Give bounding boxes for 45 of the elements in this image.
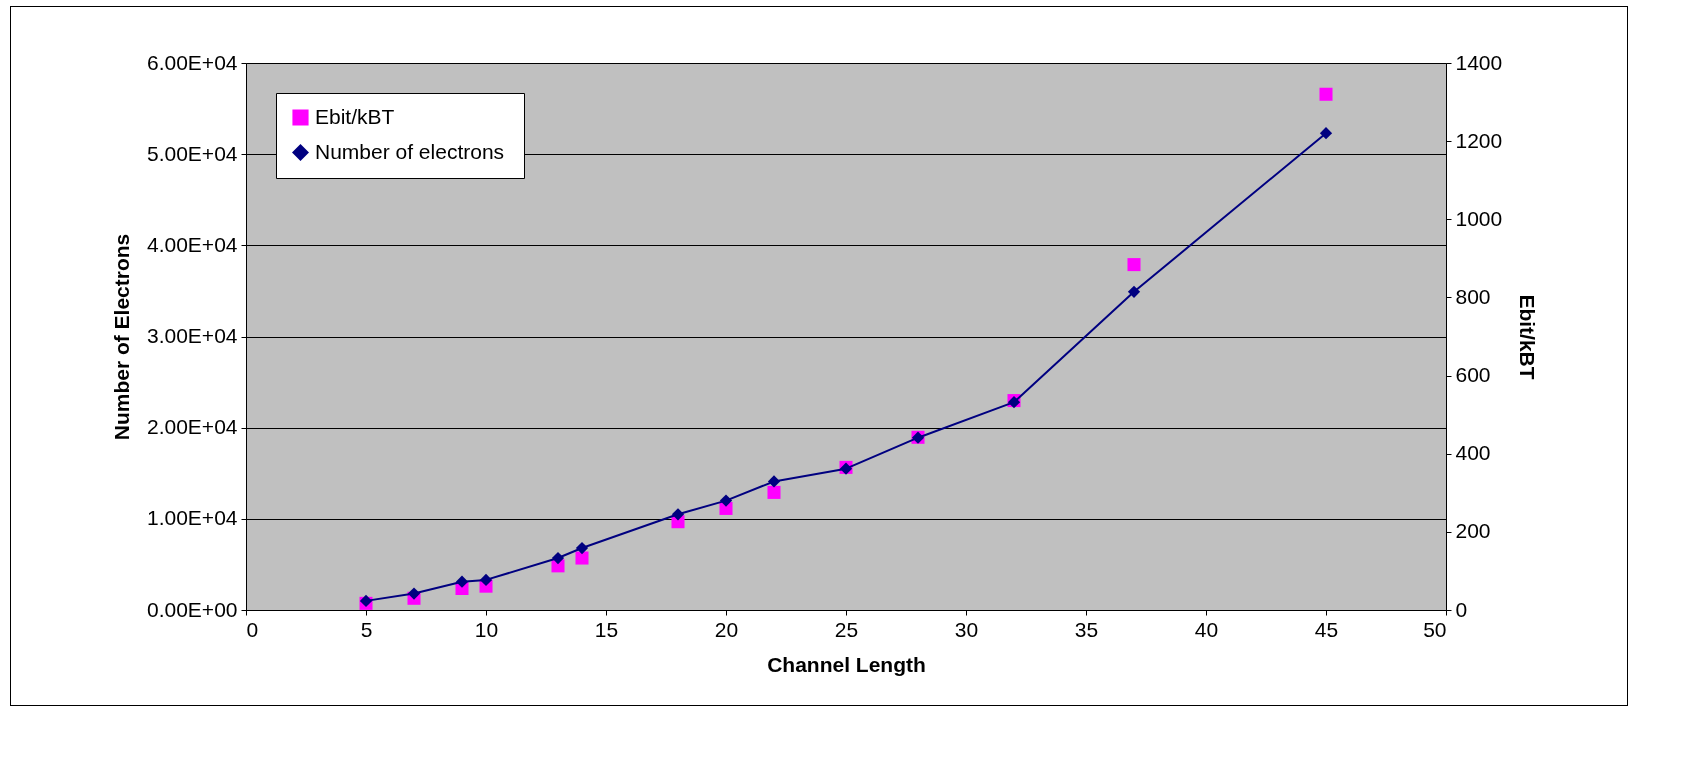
y-axis-title: Number of Electrons — [110, 233, 133, 441]
y2-tick-label: 400 — [1455, 441, 1491, 465]
y2-tick-label: 1200 — [1455, 128, 1503, 152]
y-tick-label: 5.00E+04 — [146, 141, 238, 165]
point — [575, 541, 589, 555]
y2-tick-label: 200 — [1455, 519, 1491, 543]
point — [1319, 127, 1333, 140]
y2-axis-title: Ebit/kBT — [1516, 294, 1540, 380]
y-tick-label: 0.00E+00 — [146, 597, 238, 621]
x-tick-label: 20 — [714, 617, 739, 641]
x-tick-label: 0 — [246, 617, 259, 641]
x-tick-label: 40 — [1194, 617, 1219, 641]
point — [479, 573, 493, 587]
point — [575, 551, 589, 565]
point — [767, 485, 781, 499]
x-tick-label: 50 — [1423, 617, 1447, 641]
y2-tick-label: 800 — [1455, 284, 1491, 308]
point — [407, 587, 421, 600]
y-tick-label: 2.00E+04 — [146, 415, 238, 439]
x-tick-label: 35 — [1074, 617, 1099, 641]
y2-tick-label: 600 — [1455, 363, 1491, 387]
x-tick-label: 15 — [594, 617, 619, 641]
legend-label: Number of electrons — [315, 139, 505, 163]
point — [1127, 258, 1141, 272]
point — [1127, 285, 1141, 298]
x-axis-title: Channel Length — [767, 652, 926, 676]
y-tick-label: 1.00E+04 — [146, 506, 238, 530]
point — [551, 551, 565, 565]
y2-tick-label: 0 — [1455, 597, 1468, 621]
x-tick-label: 25 — [834, 617, 859, 641]
x-tick-label: 30 — [954, 617, 979, 641]
y-tick-label: 6.00E+04 — [146, 50, 238, 74]
legend-label: Ebit/kBT — [315, 104, 395, 128]
y2-tick-label: 1000 — [1455, 206, 1503, 230]
y-tick-label: 4.00E+04 — [146, 232, 238, 256]
x-tick-label: 10 — [474, 617, 499, 641]
point — [671, 508, 685, 521]
point — [719, 494, 733, 507]
point — [455, 575, 469, 588]
y2-tick-label: 1400 — [1455, 50, 1503, 74]
point — [767, 475, 781, 488]
point — [1319, 87, 1333, 101]
x-tick-label: 5 — [360, 617, 373, 641]
x-tick-label: 45 — [1314, 617, 1339, 641]
y-tick-label: 3.00E+04 — [146, 324, 238, 347]
